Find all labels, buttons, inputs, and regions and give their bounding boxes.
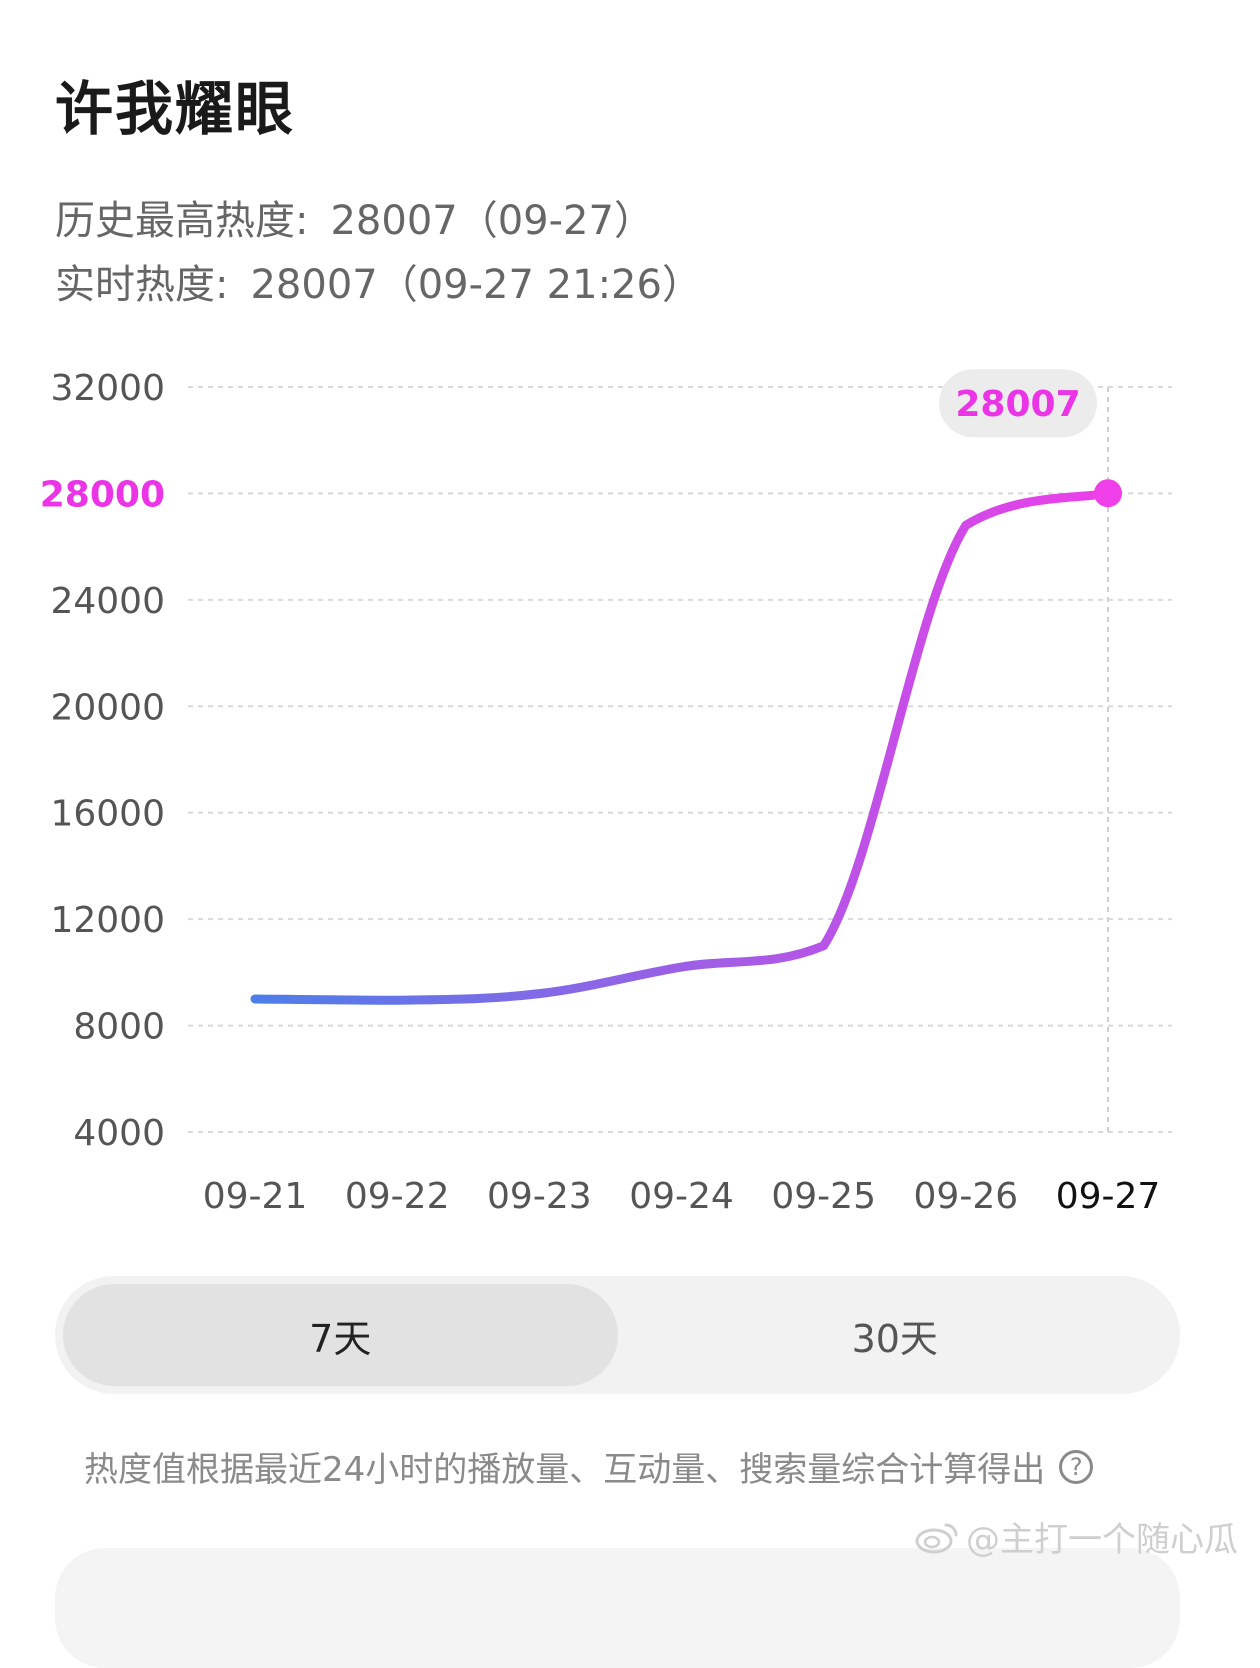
y-tick-label: 8000 xyxy=(73,1007,165,1048)
x-tick-label: 09-21 xyxy=(203,1176,308,1217)
y-tick-label: 28000 xyxy=(40,474,165,515)
peak-heat-label: 历史最高热度: xyxy=(55,198,309,244)
watermark-text: @主打一个随心瓜 xyxy=(966,1520,1238,1560)
x-tick-label: 09-22 xyxy=(345,1176,450,1217)
value-tooltip: 28007 xyxy=(939,369,1097,438)
range-option-7d[interactable]: 7天 xyxy=(63,1284,618,1386)
watermark: @主打一个随心瓜 xyxy=(914,1512,1238,1561)
y-tick-label: 20000 xyxy=(50,687,165,728)
range-option-30d[interactable]: 30天 xyxy=(851,1316,938,1361)
x-tick-label: 09-27 xyxy=(1056,1176,1161,1217)
y-tick-label: 16000 xyxy=(50,794,165,835)
y-tick-label: 12000 xyxy=(50,900,165,941)
y-tick-label: 32000 xyxy=(50,368,165,409)
x-tick-label: 09-23 xyxy=(487,1176,592,1217)
footnote: 热度值根据最近24小时的播放量、互动量、搜索量综合计算得出 ? xyxy=(84,1442,1094,1491)
peak-heat-value: 28007（09-27） xyxy=(330,198,654,244)
live-heat-stat: 实时热度: 28007（09-27 21:26） xyxy=(55,252,702,310)
x-tick-label: 09-25 xyxy=(771,1176,876,1217)
tooltip-value: 28007 xyxy=(955,384,1080,425)
x-tick-label: 09-26 xyxy=(914,1176,1019,1217)
footnote-text: 热度值根据最近24小时的播放量、互动量、搜索量综合计算得出 xyxy=(84,1450,1046,1490)
live-heat-value: 28007（09-27 21:26） xyxy=(250,262,702,308)
peak-heat-stat: 历史最高热度: 28007（09-27） xyxy=(55,188,654,246)
live-heat-label: 实时热度: xyxy=(55,262,229,308)
y-tick-label: 24000 xyxy=(50,581,165,622)
range-toggle: 7天 30天 xyxy=(55,1276,1180,1394)
last-data-point xyxy=(1094,479,1122,508)
heat-line-chart: 32000 28000 24000 20000 16000 12000 8000 4000 0… xyxy=(40,368,1172,1217)
y-tick-label: 4000 xyxy=(73,1113,165,1154)
help-icon[interactable]: ? xyxy=(1059,1449,1094,1484)
tooltip-bubble xyxy=(939,369,1097,438)
series-line xyxy=(250,488,1113,1005)
weibo-logo-icon xyxy=(915,1523,958,1553)
page-title: 许我耀眼 xyxy=(55,75,296,143)
x-tick-label: 09-24 xyxy=(629,1176,734,1217)
bottom-card xyxy=(55,1548,1180,1668)
